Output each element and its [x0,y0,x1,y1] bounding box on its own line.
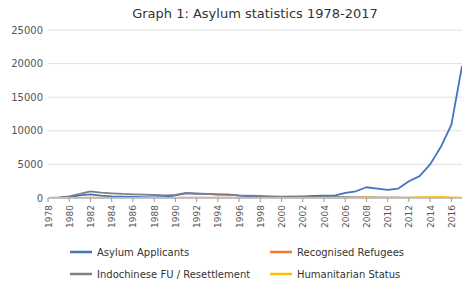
x-tick [132,198,133,202]
plot-lines [48,66,462,198]
x-tick-label: 1994 [213,205,223,228]
x-tick [324,198,325,202]
x-tick-label: 1978 [44,205,54,228]
x-tick-label: 1988 [150,205,160,228]
x-tick-label: 1990 [171,205,181,228]
series-line [48,66,462,198]
grid-line [48,130,462,131]
title: Graph 1: Asylum statistics 1978-2017 [132,6,378,21]
x-tick [48,198,49,202]
x-tick-label: 2008 [362,205,372,228]
y-tick-label: 15000 [11,92,43,103]
x-tick [260,198,261,202]
x-tick-label: 2004 [320,205,330,228]
legend-label: Recognised Refugees [297,247,404,258]
x-tick-label: 1982 [86,205,96,228]
x-tick-label: 2000 [277,205,287,228]
x-tick [111,198,112,202]
x-tick [281,198,282,202]
x-tick-label: 1980 [65,205,75,228]
x-tick [387,198,388,202]
legend-label: Humanitarian Status [297,269,400,280]
legend: Asylum Applicants Recognised Refugees Indo… [70,247,404,280]
x-tick [175,198,176,202]
grid-line [48,164,462,165]
x-tick-label: 2010 [383,205,393,228]
x-tick-label: 1992 [192,205,202,228]
y-tick-label: 5000 [18,159,43,170]
x-tick [217,198,218,202]
x-tick-label: 2006 [341,205,351,228]
x-axis-line [48,198,462,199]
x-tick [239,198,240,202]
x-tick [366,198,367,202]
y-tick-label: 25000 [11,25,43,36]
chart: Graph 1: Asylum statistics 1978-2017 0 500… [0,0,474,302]
y-tick-label: 10000 [11,125,43,136]
legend-swatch [270,251,292,254]
x-tick-label: 2014 [426,205,436,228]
legend-swatch [70,251,92,254]
x-tick [345,198,346,202]
legend-swatch [270,273,292,276]
y-tick-label: 20000 [11,58,43,69]
x-tick-label: 2016 [447,205,457,228]
x-tick [69,198,70,202]
series-line [48,197,462,198]
grid-line [48,30,462,31]
x-tick [90,198,91,202]
x-tick [430,198,431,202]
x-tick-label: 2002 [298,205,308,228]
x-tick [154,198,155,202]
grid-line [48,198,462,199]
x-tick [451,198,452,202]
x-tick-label: 1984 [107,205,117,228]
grid-line [48,63,462,64]
y-tick-label: 0 [37,193,43,204]
x-tick [196,198,197,202]
legend-label: Asylum Applicants [97,247,189,258]
legend-label: Indochinese FU / Resettlement [97,269,250,280]
x-tick-label: 1998 [256,205,266,228]
x-tick [408,198,409,202]
x-tick-label: 2012 [404,205,414,228]
series-line [48,191,462,198]
legend-swatch [70,273,92,276]
x-tick-label: 1986 [128,205,138,228]
x-tick [302,198,303,202]
grid-line [48,97,462,98]
x-tick-label: 1996 [235,205,245,228]
